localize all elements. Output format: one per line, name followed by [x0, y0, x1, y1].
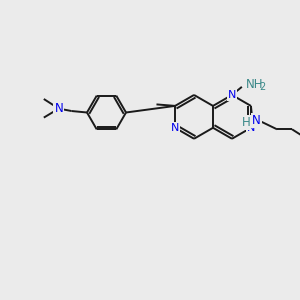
Text: 2: 2 [259, 82, 265, 92]
Text: N: N [252, 114, 261, 128]
Text: N: N [247, 123, 255, 133]
Text: H: H [242, 116, 250, 129]
Text: N: N [228, 90, 236, 100]
Text: NH: NH [246, 78, 264, 91]
Text: N: N [171, 123, 179, 133]
Text: N: N [54, 102, 63, 115]
